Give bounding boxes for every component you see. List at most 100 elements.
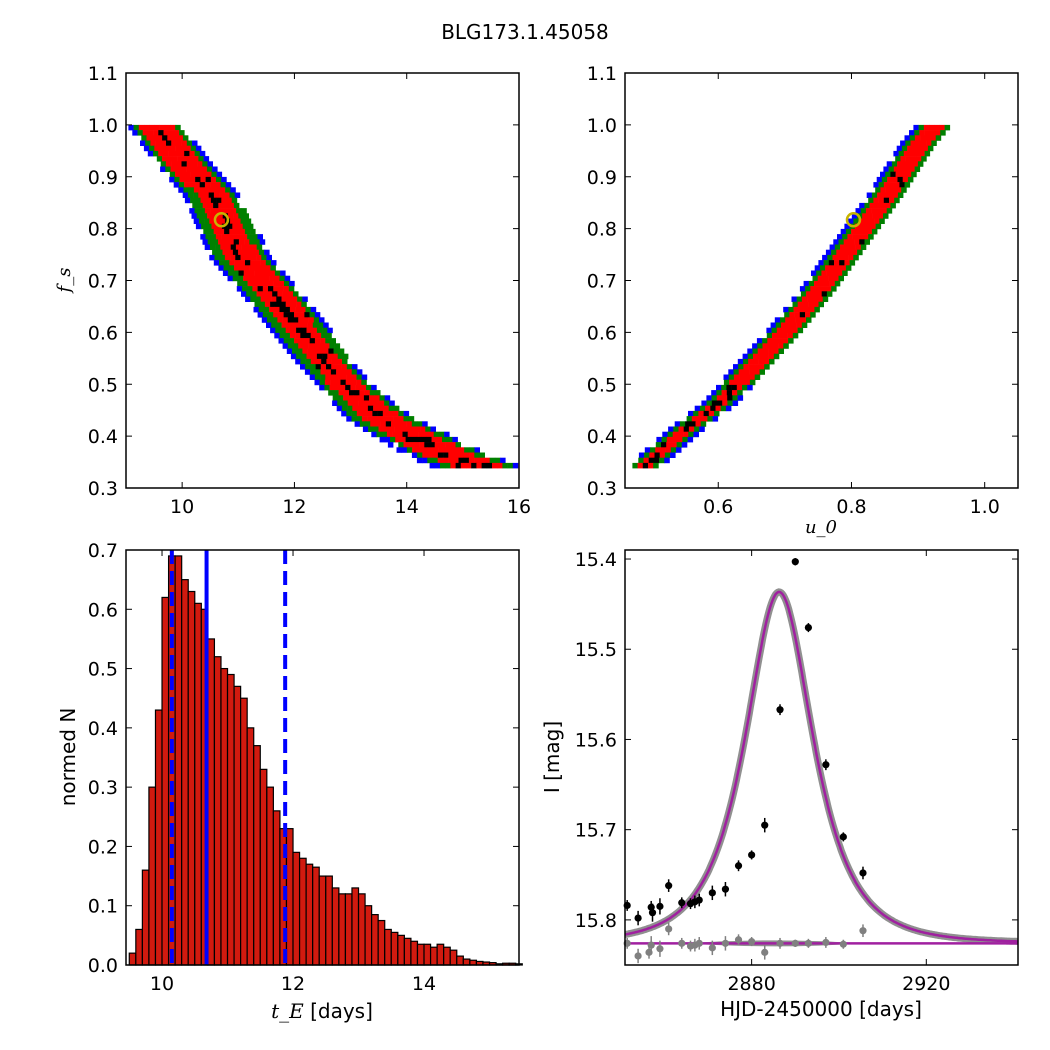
- heatmap-cell: [153, 130, 159, 136]
- heatmap-cell: [218, 239, 224, 245]
- heatmap-cell: [758, 353, 764, 360]
- histogram-bar: [187, 590, 196, 966]
- heatmap-cell: [258, 249, 265, 256]
- heatmap-cell: [904, 182, 911, 188]
- heatmap-cell: [820, 286, 827, 292]
- heatmap-cell: [288, 312, 295, 318]
- heatmap-cell: [422, 447, 428, 453]
- heatmap-cell: [816, 270, 822, 276]
- heatmap-cell: [788, 338, 794, 344]
- histogram-bar: [285, 828, 294, 966]
- heatmap-cell: [759, 364, 765, 370]
- heatmap-cell: [753, 364, 760, 370]
- heatmap-cell: [431, 436, 438, 443]
- heatmap-cell: [232, 249, 239, 256]
- heatmap-cell: [330, 374, 336, 380]
- heatmap-cell: [214, 218, 220, 224]
- heatmap-cell: [365, 421, 371, 427]
- heatmap-cell: [812, 275, 818, 282]
- heatmap-cell: [762, 338, 768, 344]
- data-point: [791, 558, 799, 566]
- heatmap-cell: [346, 374, 352, 380]
- heatmap-cell: [206, 171, 212, 178]
- heatmap-cell: [650, 447, 656, 453]
- heatmap-cell: [450, 462, 456, 469]
- heatmap-cell: [394, 426, 400, 432]
- heatmap-cell: [378, 400, 385, 406]
- y-tick-label: 0.4: [88, 718, 118, 740]
- heatmap-cell: [920, 140, 927, 146]
- heatmap-cell: [345, 379, 352, 386]
- heatmap-cell: [298, 343, 304, 349]
- heatmap-cell: [234, 265, 240, 271]
- heatmap-cell: [737, 390, 743, 396]
- heatmap-cell: [444, 431, 450, 438]
- heatmap-cell: [327, 353, 333, 360]
- heatmap-cell: [432, 447, 439, 453]
- heatmap-cell: [797, 327, 804, 334]
- heatmap-cell: [195, 197, 201, 204]
- histogram-bar: [181, 579, 189, 966]
- heatmap-cell: [191, 161, 198, 167]
- heatmap-cell: [905, 156, 912, 162]
- histogram-bar: [266, 786, 274, 966]
- heatmap-cell: [368, 426, 374, 432]
- heatmap-cell: [230, 254, 236, 261]
- heatmap-cell: [295, 358, 301, 365]
- heatmap-cell: [904, 166, 910, 172]
- heatmap-cell: [271, 296, 277, 302]
- heatmap-cell: [903, 150, 910, 157]
- heatmap-cell: [347, 400, 354, 406]
- heatmap-cell: [897, 161, 903, 167]
- best-fit-marker-tE: [213, 212, 230, 228]
- heatmap-cell: [342, 400, 348, 406]
- heatmap-cell: [321, 332, 327, 339]
- heatmap-cell: [229, 192, 235, 198]
- heatmap-cell: [731, 384, 738, 391]
- heatmap-cell: [169, 145, 176, 152]
- heatmap-cell: [806, 317, 812, 323]
- x-tick-label: 16: [507, 496, 531, 518]
- heatmap-cell: [259, 270, 265, 276]
- heatmap-cell: [158, 130, 164, 136]
- heatmap-cell: [206, 223, 212, 230]
- heatmap-cell: [273, 286, 279, 292]
- x-tick-label: 12: [281, 973, 305, 995]
- heatmap-cell: [407, 431, 414, 438]
- heatmap-cell: [193, 192, 199, 198]
- heatmap-cell: [275, 301, 281, 308]
- data-point: [839, 833, 847, 841]
- heatmap-cell: [210, 234, 217, 240]
- heatmap-cell: [803, 280, 810, 287]
- heatmap-cell: [871, 192, 878, 198]
- heatmap-cell: [264, 301, 271, 308]
- heatmap-cell: [424, 442, 430, 448]
- heatmap-cell: [438, 431, 445, 438]
- heatmap-cell: [346, 410, 352, 417]
- ylabel-normed-n: normed N: [56, 708, 80, 807]
- heatmap-cell: [319, 384, 325, 391]
- y-tick-label: 15.8: [575, 910, 617, 932]
- heatmap-cell: [292, 322, 298, 328]
- residuals-point: [761, 948, 769, 956]
- heatmap-cell: [375, 421, 381, 427]
- heatmap-cell: [890, 187, 897, 193]
- heatmap-cell: [209, 187, 215, 193]
- heatmap-cell: [195, 176, 201, 183]
- heatmap-cell: [871, 208, 877, 214]
- histogram-bar: [449, 949, 458, 966]
- heatmap-cell: [868, 197, 874, 204]
- heatmap-cell: [448, 457, 454, 464]
- heatmap-cell: [380, 421, 387, 427]
- heatmap-cell: [199, 150, 206, 157]
- heatmap-cell: [422, 452, 428, 458]
- heatmap-cell: [228, 239, 234, 245]
- heatmap-cell: [330, 379, 336, 386]
- heatmap-cell: [453, 447, 460, 453]
- heatmap-cell: [277, 291, 283, 297]
- heatmap-cell: [290, 301, 297, 308]
- heatmap-cell: [347, 405, 353, 412]
- heatmap-cell: [286, 296, 293, 302]
- heatmap-cell: [648, 457, 655, 464]
- heatmap-cells-u0: [632, 124, 951, 469]
